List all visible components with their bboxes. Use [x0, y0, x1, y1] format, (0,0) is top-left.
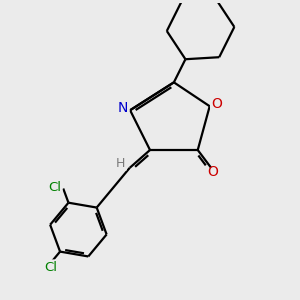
Text: N: N [118, 101, 128, 115]
Text: Cl: Cl [44, 261, 57, 274]
Text: O: O [207, 165, 218, 179]
Text: O: O [212, 97, 222, 111]
Text: H: H [116, 157, 126, 169]
Text: Cl: Cl [48, 181, 61, 194]
